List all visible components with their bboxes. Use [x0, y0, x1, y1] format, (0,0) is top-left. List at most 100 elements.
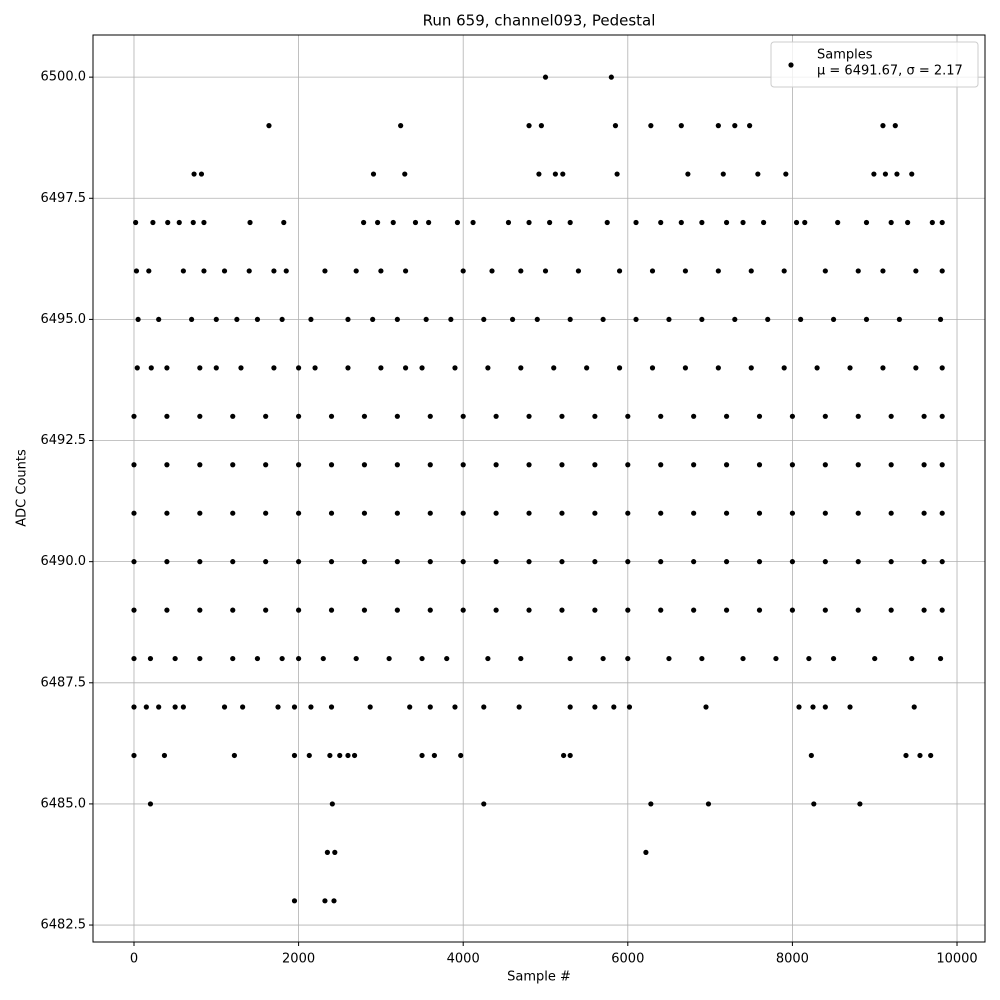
point [221, 704, 228, 710]
point [567, 316, 573, 323]
point [715, 268, 721, 274]
point [161, 752, 168, 759]
point [626, 704, 633, 710]
point [460, 559, 466, 565]
point [939, 462, 945, 468]
point [394, 462, 400, 468]
point [327, 752, 333, 759]
point [896, 316, 903, 323]
point [308, 704, 314, 710]
point [855, 413, 861, 419]
point [939, 365, 945, 371]
point [402, 171, 408, 177]
point [164, 413, 170, 419]
point [614, 171, 620, 177]
point [188, 316, 195, 323]
x-tick-label: 0 [130, 952, 138, 967]
point [888, 607, 894, 613]
point [905, 219, 911, 226]
point [600, 316, 606, 323]
point [732, 123, 738, 129]
x-axis-label: Sample # [507, 970, 571, 985]
point [131, 510, 137, 516]
point [643, 849, 649, 855]
point [685, 171, 691, 177]
point [691, 559, 697, 565]
point [328, 462, 335, 468]
point [213, 316, 219, 323]
x-tick-label: 8000 [776, 952, 809, 967]
point [427, 704, 433, 710]
point [658, 413, 664, 419]
point [534, 316, 540, 323]
point [909, 655, 915, 662]
point [592, 559, 598, 565]
point [911, 704, 917, 710]
point [131, 607, 137, 613]
point [481, 316, 487, 323]
point [164, 462, 170, 468]
point [871, 171, 877, 177]
point [756, 413, 763, 419]
point [872, 655, 878, 662]
point [427, 510, 433, 516]
point [271, 268, 277, 274]
point [509, 316, 516, 323]
point [281, 219, 287, 226]
y-tick-label: 6487.5 [41, 675, 87, 690]
point [552, 171, 558, 177]
point [723, 462, 730, 468]
point [536, 171, 542, 177]
point [723, 510, 730, 516]
point [427, 607, 433, 613]
point [271, 365, 277, 371]
point [658, 607, 664, 613]
point [275, 704, 281, 710]
point [485, 365, 491, 371]
point [747, 123, 753, 129]
point [796, 704, 802, 710]
point [353, 655, 359, 662]
point [419, 365, 425, 371]
point [247, 219, 253, 226]
point [197, 365, 203, 371]
point [937, 655, 944, 662]
point [921, 607, 927, 613]
point [616, 268, 623, 274]
point [526, 510, 532, 516]
point [604, 219, 610, 226]
point [295, 462, 302, 468]
point [131, 559, 137, 565]
point [682, 268, 689, 274]
point [172, 655, 178, 662]
point [147, 801, 154, 807]
point [592, 413, 598, 419]
point [328, 704, 335, 710]
point [822, 510, 828, 516]
point [238, 365, 244, 371]
y-tick-label: 6497.5 [41, 191, 87, 206]
point [164, 607, 170, 613]
point [888, 510, 894, 516]
point [658, 510, 664, 516]
point [584, 365, 590, 371]
point [394, 559, 400, 565]
point [551, 365, 557, 371]
point [295, 413, 302, 419]
point [699, 219, 705, 226]
point [291, 898, 298, 904]
point [291, 752, 298, 759]
point [773, 655, 779, 662]
point [666, 655, 672, 662]
point [481, 704, 487, 710]
point [822, 559, 828, 565]
point [398, 123, 404, 129]
point [201, 219, 207, 226]
point [560, 171, 566, 177]
point [814, 365, 820, 371]
point [703, 704, 709, 710]
point [658, 462, 664, 468]
point [806, 655, 812, 662]
point [909, 171, 915, 177]
point [789, 607, 796, 613]
